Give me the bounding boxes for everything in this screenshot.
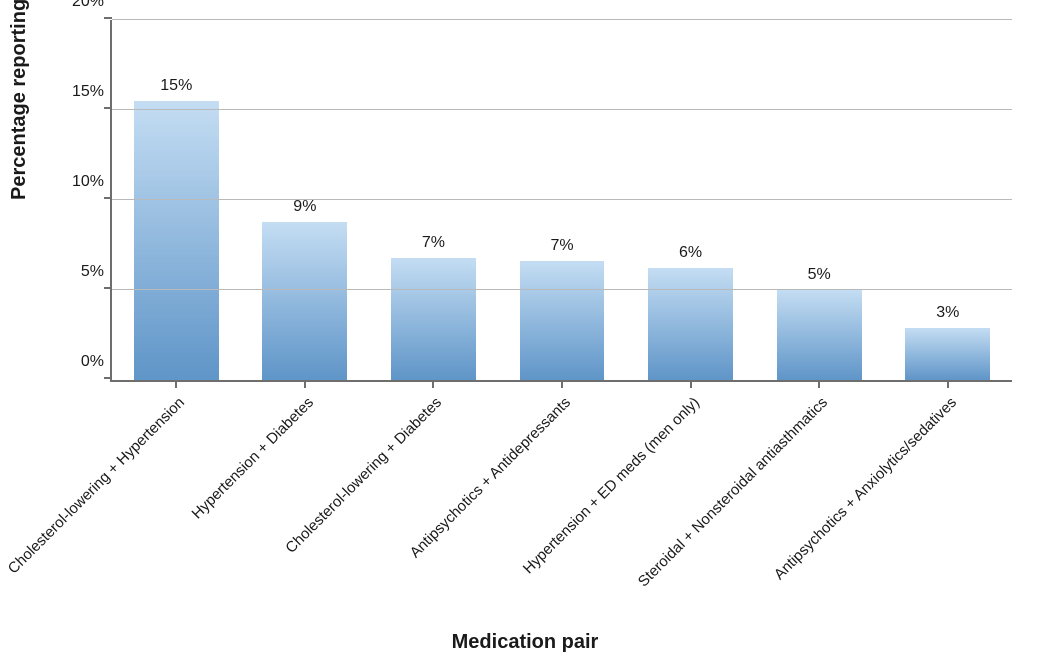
bar-chart: Percentage reporting use 15% 9% 7% 7% 6% 5% 3%…: [0, 0, 1050, 662]
y-tick-label: 10%: [72, 173, 112, 191]
gridline: [112, 109, 1012, 110]
bar-value-label: 3%: [936, 304, 959, 322]
y-tick-mark: [104, 197, 112, 199]
y-tick-mark: [104, 377, 112, 379]
x-axis-title: Medication pair: [0, 631, 1050, 654]
y-axis-title: Percentage reporting use: [8, 0, 31, 200]
bar-slot: 5%: [755, 20, 884, 380]
bar-value-label: 7%: [422, 234, 445, 252]
x-tick-label: Hypertension + Diabetes: [188, 394, 316, 522]
bar: [905, 328, 990, 380]
y-tick-mark: [104, 287, 112, 289]
gridline: [112, 199, 1012, 200]
bar: [262, 222, 347, 380]
bar-value-label: 15%: [160, 77, 192, 95]
y-tick-label: 20%: [72, 0, 112, 11]
bar: [648, 268, 733, 380]
x-tick-mark: [690, 380, 692, 388]
x-tick-label: Cholesterol-lowering + Hypertension: [5, 394, 188, 577]
gridline: [112, 289, 1012, 290]
bar-value-label: 9%: [293, 198, 316, 216]
y-tick-label: 0%: [81, 353, 112, 371]
x-tick-mark: [561, 380, 563, 388]
y-tick-label: 5%: [81, 263, 112, 281]
x-tick-mark: [947, 380, 949, 388]
bar: [777, 290, 862, 380]
bar: [520, 261, 605, 380]
bar-slot: 7%: [369, 20, 498, 380]
bar-slot: 6%: [626, 20, 755, 380]
x-tick-mark: [175, 380, 177, 388]
bar-slot: 15%: [112, 20, 241, 380]
bar-value-label: 5%: [808, 266, 831, 284]
y-tick-label: 15%: [72, 83, 112, 101]
bar-slot: 3%: [883, 20, 1012, 380]
bar: [391, 258, 476, 380]
gridline: [112, 19, 1012, 20]
bar-value-label: 6%: [679, 244, 702, 262]
bar-group: 15% 9% 7% 7% 6% 5% 3%: [112, 20, 1012, 380]
x-tick-label: Cholesterol-lowering + Diabetes: [283, 394, 446, 557]
bar: [134, 101, 219, 380]
y-tick-mark: [104, 17, 112, 19]
plot-area: 15%9%7%7%6%5%3% Cholesterol-lowering + H…: [110, 20, 1012, 382]
y-tick-mark: [104, 107, 112, 109]
x-tick-mark: [818, 380, 820, 388]
bar-slot: 9%: [241, 20, 370, 380]
bar-slot: 7%: [498, 20, 627, 380]
x-tick-mark: [304, 380, 306, 388]
x-tick-mark: [432, 380, 434, 388]
bar-value-label: 7%: [550, 237, 573, 255]
